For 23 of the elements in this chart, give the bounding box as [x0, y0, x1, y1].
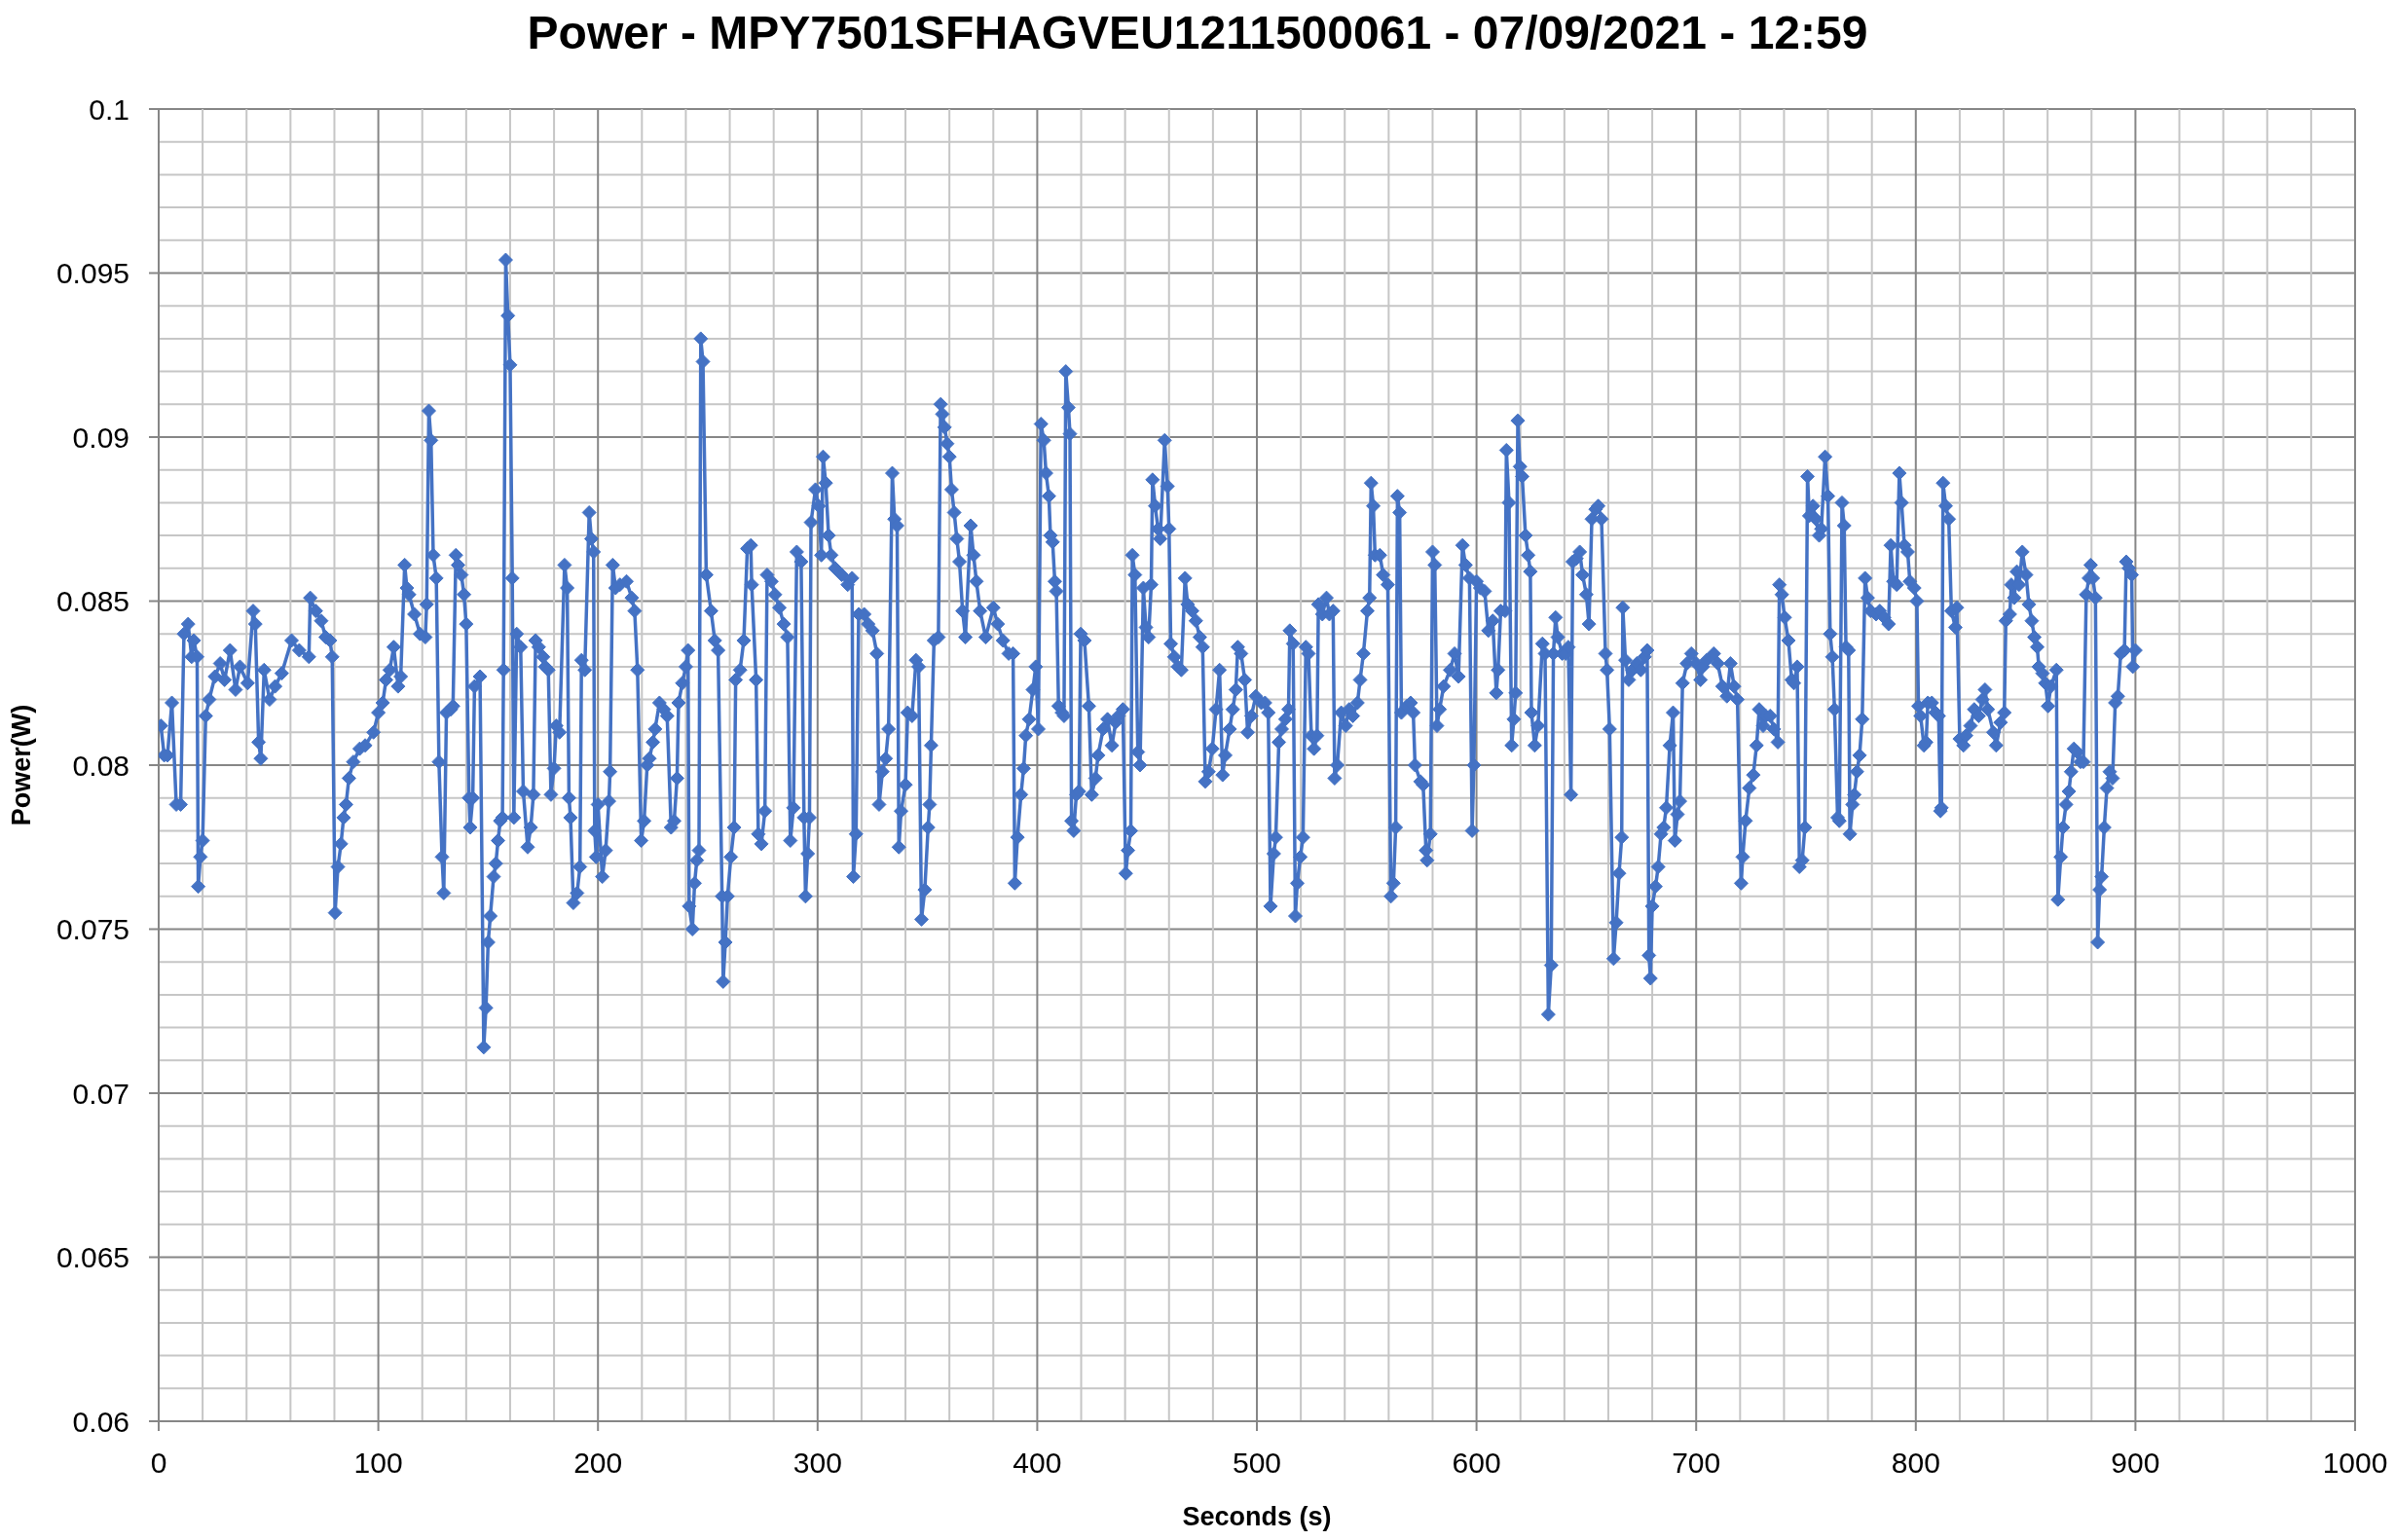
- chart-title: Power - MPY7501SFHAGVEU1211500061 - 07/09/2021 - 12:59: [526, 7, 1869, 59]
- x-tick-label: 200: [573, 1446, 623, 1479]
- y-tick-label: 0.075: [55, 913, 129, 945]
- x-tick-label: 400: [1013, 1446, 1062, 1479]
- y-axis-title: Power(W): [6, 704, 37, 826]
- x-tick-label: 600: [1452, 1446, 1501, 1479]
- x-axis-title: Seconds (s): [1181, 1501, 1333, 1532]
- x-tick-label: 100: [353, 1446, 403, 1479]
- y-tick-label: 0.085: [55, 585, 129, 617]
- x-tick-label: 1000: [2322, 1446, 2388, 1479]
- y-tick-label: 0.07: [72, 1077, 129, 1110]
- x-tick-label: 0: [150, 1446, 167, 1479]
- y-tick-label: 0.095: [55, 257, 129, 289]
- x-tick-label: 900: [2111, 1446, 2160, 1479]
- y-tick-label: 0.1: [89, 92, 129, 126]
- y-tick-label: 0.09: [72, 421, 129, 454]
- x-tick-label: 500: [1232, 1446, 1282, 1479]
- y-tick-label: 0.08: [72, 749, 129, 782]
- y-tick-label: 0.06: [72, 1405, 129, 1438]
- x-tick-label: 300: [792, 1446, 842, 1479]
- x-tick-label: 700: [1672, 1446, 1721, 1479]
- x-tick-label: 800: [1891, 1446, 1940, 1479]
- y-tick-label: 0.065: [55, 1241, 129, 1273]
